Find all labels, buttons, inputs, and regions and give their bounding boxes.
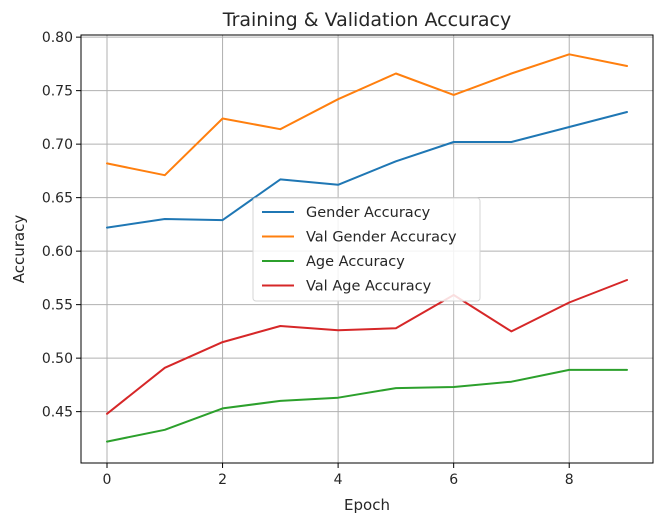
y-tick-label: 0.55 (42, 298, 73, 314)
legend-label-gender-accuracy: Gender Accuracy (306, 205, 431, 221)
chart-title: Training & Validation Accuracy (222, 9, 511, 31)
y-tick-label: 0.45 (42, 405, 73, 421)
x-tick-label: 0 (103, 472, 112, 488)
x-tick-label: 8 (565, 472, 574, 488)
y-tick-label: 0.60 (42, 244, 73, 260)
y-axis-ticks: 0.45 0.50 0.55 0.60 0.65 0.70 0.75 0.80 (42, 30, 81, 421)
legend: Gender Accuracy Val Gender Accuracy Age Ac… (252, 197, 481, 302)
y-tick-label: 0.50 (42, 351, 73, 367)
legend-label-val-age-accuracy: Val Age Accuracy (306, 279, 432, 295)
series-line-age-accuracy (106, 368, 628, 443)
x-axis-label: Epoch (344, 496, 390, 514)
legend-box (252, 197, 481, 302)
series-line-val-gender-accuracy (106, 53, 628, 177)
y-tick-label: 0.70 (42, 137, 73, 153)
legend-label-age-accuracy: Age Accuracy (306, 254, 405, 270)
legend-label-val-gender-accuracy: Val Gender Accuracy (306, 230, 457, 246)
series-line-val-age-accuracy (106, 279, 628, 415)
grid (81, 35, 653, 463)
y-tick-label: 0.75 (42, 84, 73, 100)
plot-frame (80, 34, 654, 464)
x-tick-label: 2 (218, 472, 227, 488)
y-axis-label: Accuracy (10, 215, 28, 284)
y-tick-label: 0.65 (42, 191, 73, 207)
y-tick-label: 0.80 (42, 30, 73, 46)
x-axis-ticks: 0 2 4 6 8 (103, 463, 574, 488)
x-tick-label: 4 (334, 472, 343, 488)
series-group (106, 53, 628, 443)
x-tick-label: 6 (449, 472, 458, 488)
series-line-gender-accuracy (106, 111, 628, 229)
